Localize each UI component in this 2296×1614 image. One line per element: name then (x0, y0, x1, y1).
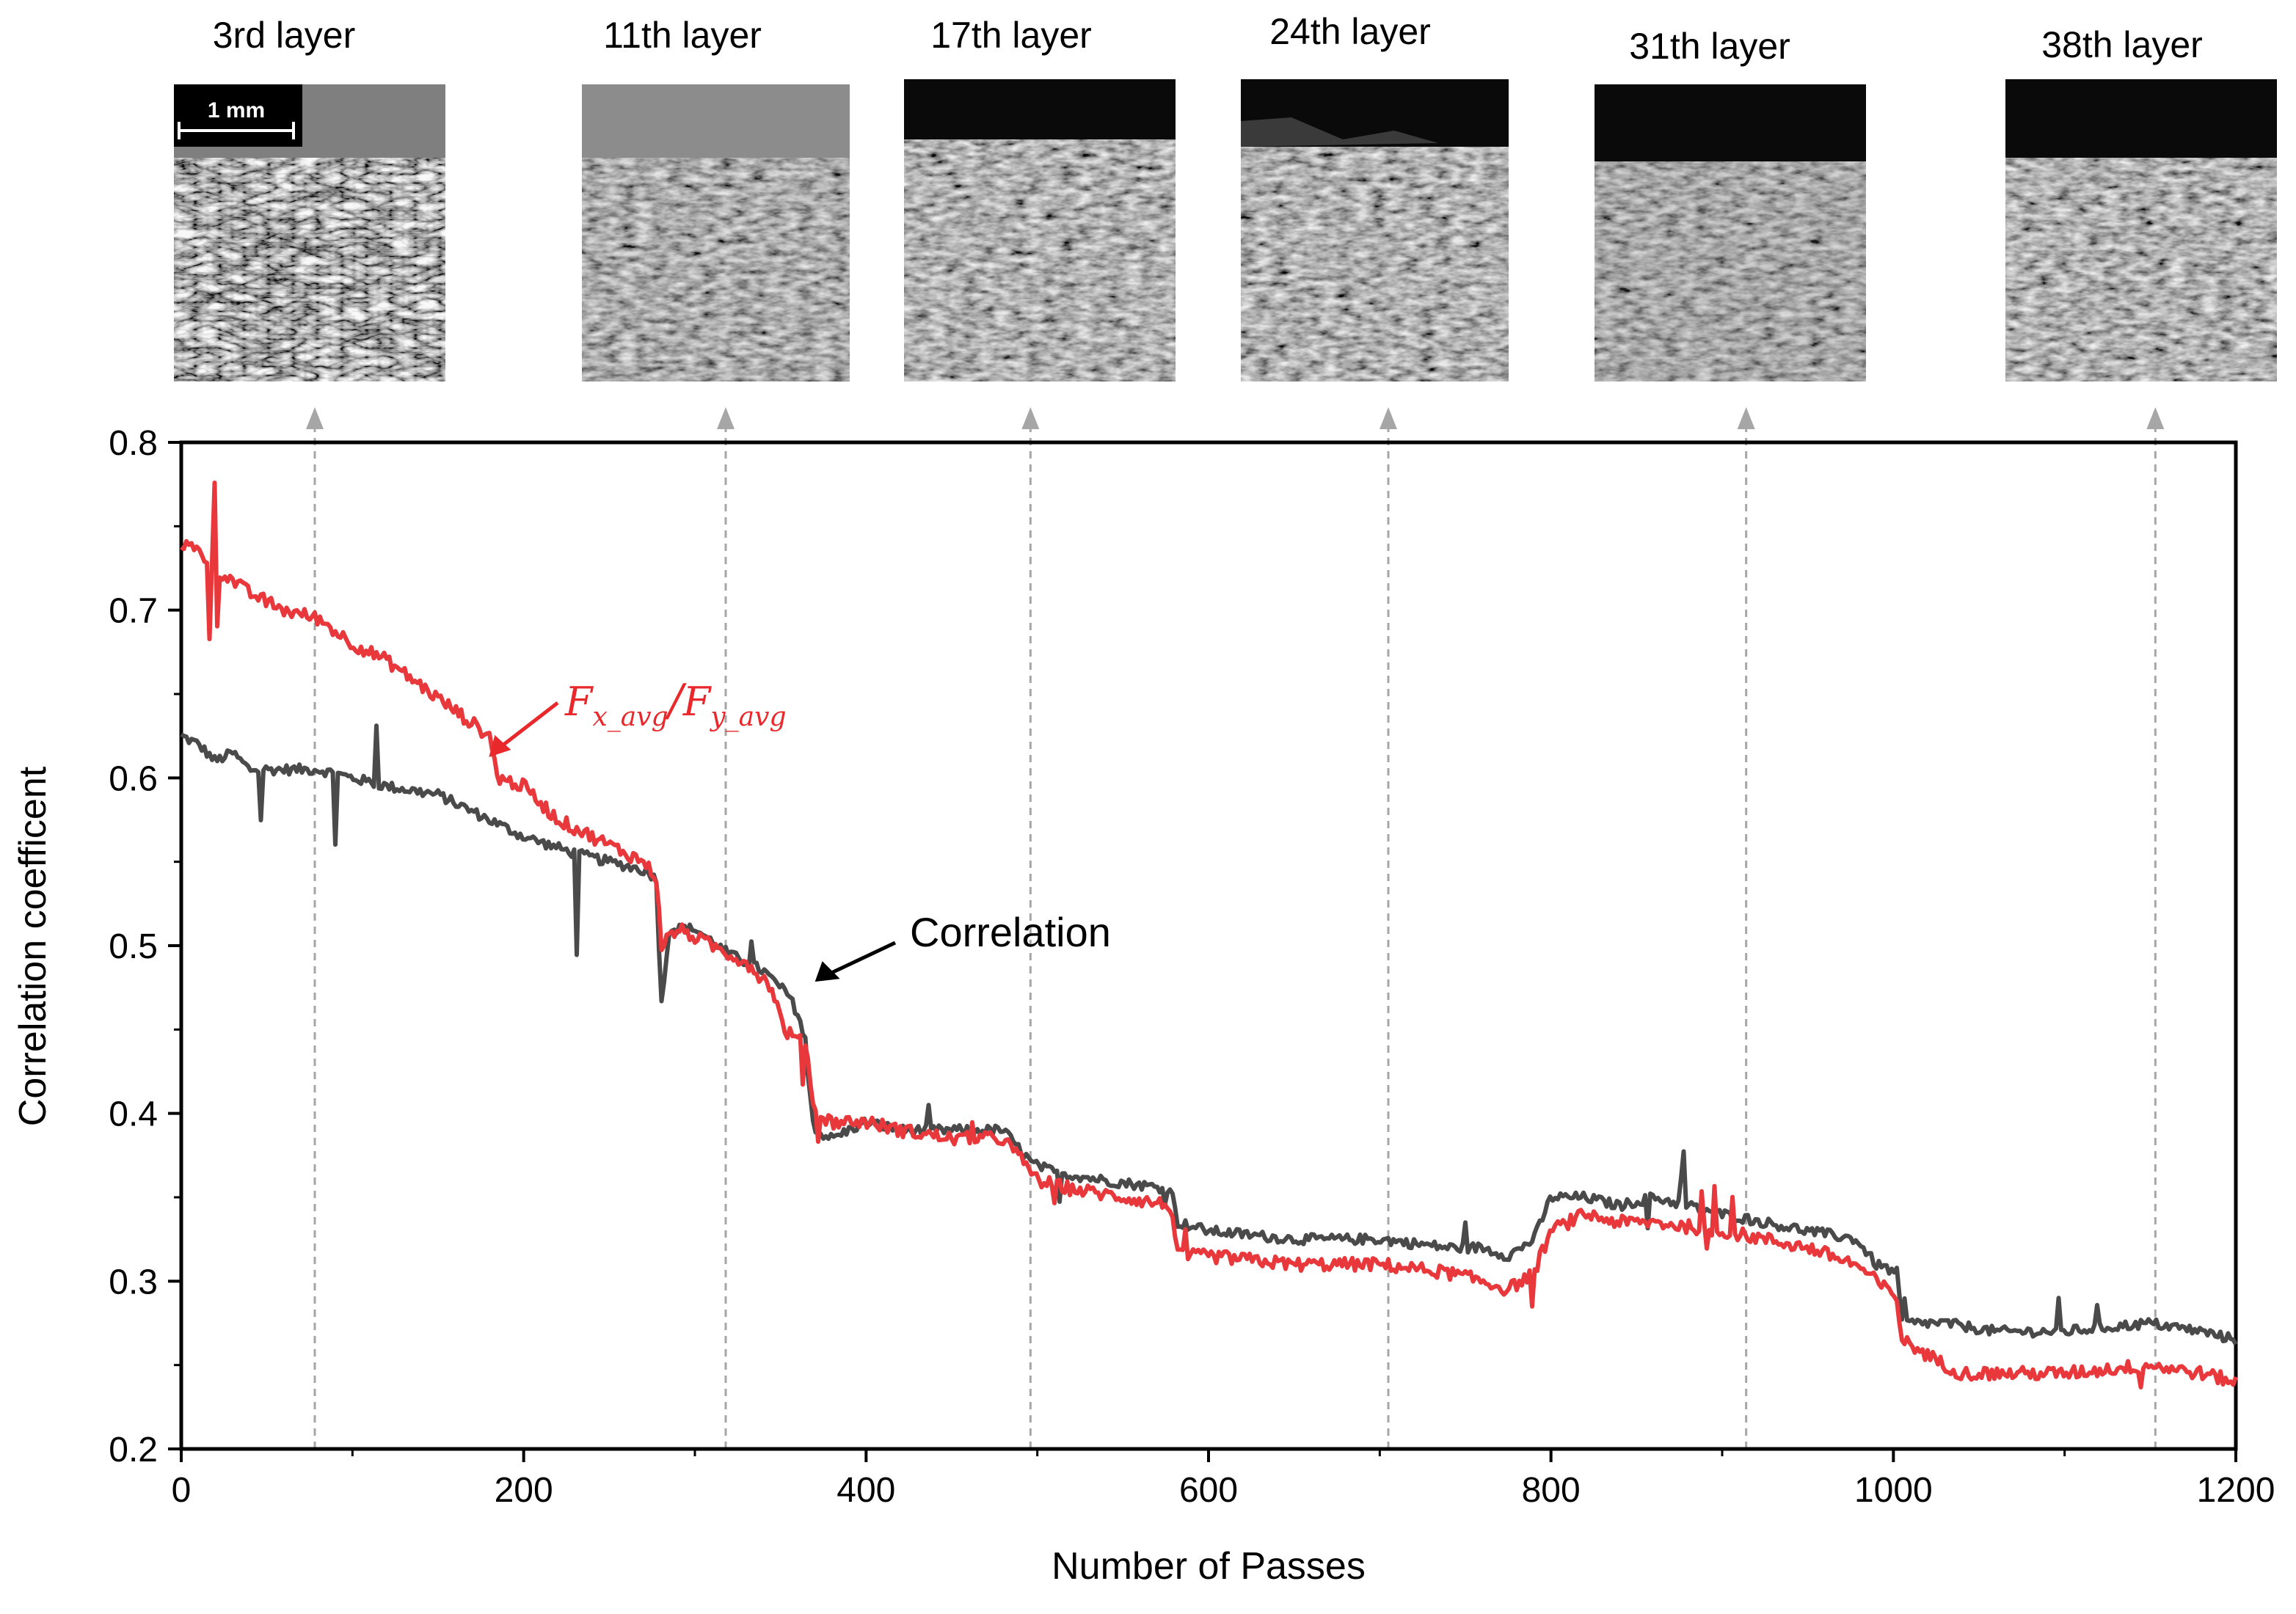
micrographs: 1 mm (174, 79, 2277, 381)
ratio-arrow-head (489, 735, 511, 758)
layer-guides (306, 407, 2165, 1449)
layer-label: 11th layer (603, 15, 762, 56)
annotations: Correlation Fx_avg/Fy_avg (489, 675, 1111, 982)
x-tick-label: 600 (1179, 1471, 1238, 1510)
y-tick-label: 0.2 (109, 1431, 158, 1469)
x-tick-label: 1200 (2197, 1471, 2275, 1510)
layer-label: 17th layer (930, 15, 1092, 56)
scale-bar-label: 1 mm (208, 98, 265, 123)
layer-labels: 3rd layer 11th layer 17th layer 24th layer 3… (213, 11, 2203, 67)
micrograph-38th-layer (2005, 79, 2277, 381)
layer-label: 3rd layer (213, 15, 356, 56)
x-tick-label: 200 (495, 1471, 553, 1510)
correlation-label: Correlation (910, 909, 1111, 955)
x-tick-label: 400 (837, 1471, 895, 1510)
micrograph-31th-layer (1595, 84, 1866, 381)
layer-label: 24th layer (1269, 11, 1431, 52)
ratio-label-sub2: y_avg (709, 702, 786, 732)
plot-frame (179, 440, 2238, 1451)
micrograph-3rd-layer: 1 mm (174, 84, 445, 381)
y-tick-label: 0.3 (109, 1263, 158, 1301)
layer-guide-arrow (306, 407, 324, 429)
layer-guide-arrow (1737, 407, 1755, 429)
series-correlation-line (180, 723, 2238, 1345)
layer-guide-arrow (2146, 407, 2165, 429)
y-tick-label: 0.8 (109, 424, 158, 463)
layer-label: 38th layer (2041, 24, 2203, 65)
ratio-label-f1: F (564, 679, 594, 725)
y-tick-label: 0.6 (109, 759, 158, 798)
y-tick-label: 0.4 (109, 1095, 158, 1134)
y-axis: 0.2 0.3 0.4 0.5 0.6 0.7 0.8 (109, 424, 181, 1469)
series-ratio-line (180, 481, 2238, 1390)
x-axis: 0 200 400 600 800 1000 1200 (172, 1449, 2275, 1510)
correlation-arrow-head (814, 961, 840, 982)
ratio-label-f2: F (682, 679, 713, 725)
layer-guide-arrow (717, 407, 735, 429)
ratio-arrow (499, 701, 559, 749)
y-tick-label: 0.5 (109, 927, 158, 966)
correlation-arrow (827, 941, 897, 976)
ratio-label-sub1: x_avg (592, 702, 668, 732)
layer-guide-arrow (1021, 407, 1040, 429)
x-tick-label: 1000 (1854, 1471, 1933, 1510)
x-tick-label: 0 (172, 1471, 192, 1510)
x-axis-label: Number of Passes (1052, 1545, 1366, 1588)
micrograph-24th-layer (1241, 79, 1509, 381)
layer-guide-arrow (1380, 407, 1397, 429)
series (180, 481, 2238, 1390)
layer-label: 31th layer (1629, 26, 1790, 67)
x-tick-label: 800 (1522, 1471, 1581, 1510)
micrograph-11th-layer (582, 84, 850, 381)
ratio-label: Fx_avg/Fy_avg (564, 675, 787, 732)
micrograph-17th-layer (904, 79, 1176, 381)
scale-bar-box (174, 84, 302, 147)
y-axis-label: Correlation coefficent (12, 766, 54, 1126)
y-tick-label: 0.7 (109, 592, 158, 631)
